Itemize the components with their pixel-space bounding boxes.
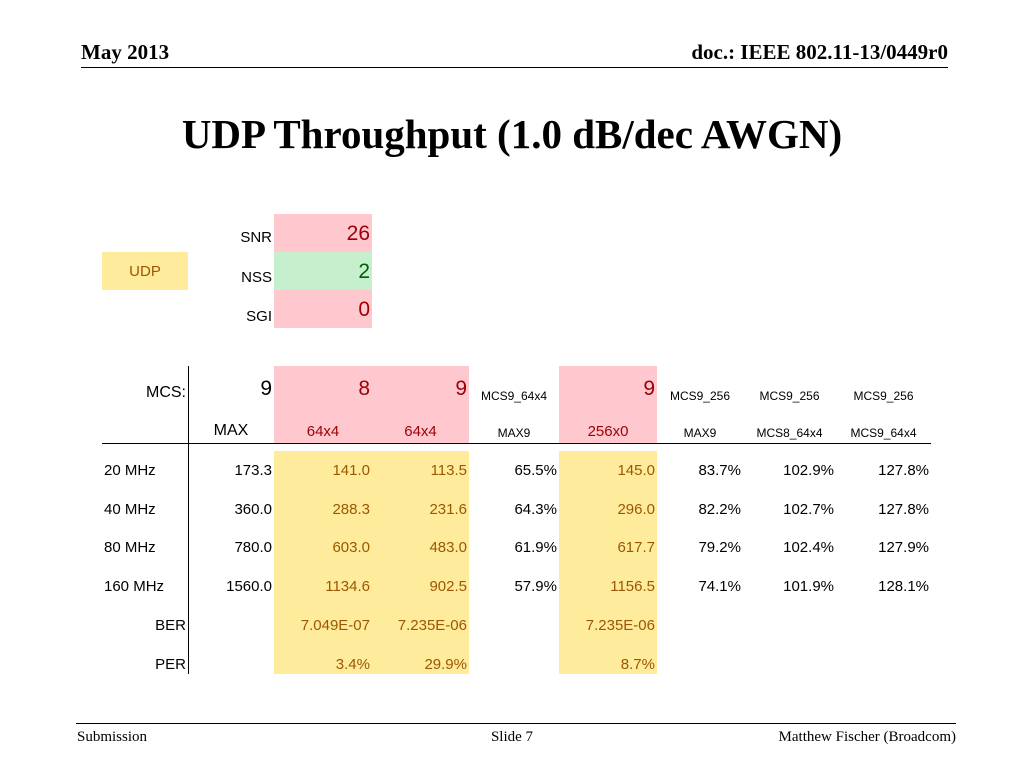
header-divider (81, 67, 948, 68)
table-cell: 102.4% (783, 539, 834, 557)
table-cell (469, 645, 559, 684)
footer-author: Matthew Fischer (Broadcom) (778, 729, 956, 745)
table-cell: 128.1% (878, 578, 929, 596)
table-cell (743, 645, 836, 684)
table-cell: 83.7% (698, 461, 741, 479)
table-cell: 173.3 (234, 461, 272, 479)
mcs-cell-256: 9 (643, 376, 655, 400)
footer-submission: Submission (77, 729, 148, 745)
mcs-cell-8: 8 (358, 376, 370, 400)
mcs-label: MCS: (146, 384, 186, 401)
udp-tag: UDP (102, 252, 188, 290)
pink-header-block-1 (274, 366, 469, 444)
table-cell: 296.0 (617, 500, 655, 518)
table-cell: 3.4% (335, 655, 370, 673)
table-cell: 141.0 (332, 461, 370, 479)
table-cell: 82.2% (698, 500, 741, 518)
snr-value: 26 (274, 214, 372, 252)
table-cell (657, 645, 743, 684)
table-cell: 7.049E-07 (300, 617, 370, 635)
row-label: 160 MHz (104, 578, 165, 596)
table-cell: 483.0 (429, 539, 467, 557)
row-label: 20 MHz (104, 461, 156, 479)
table-cell: 29.9% (424, 655, 467, 673)
mcs-cell-ratio-3: MCS9_256 (759, 389, 820, 403)
table-cell: 127.9% (878, 539, 929, 557)
table-cell: 79.2% (698, 539, 741, 557)
mcs-cell-ratio-4: MCS9_256 (853, 389, 914, 403)
nss-value: 2 (274, 252, 372, 290)
snr-label: SNR (240, 228, 272, 246)
table-cell: 7.235E-06 (397, 617, 467, 635)
table-left-border (188, 366, 189, 674)
footer-divider (76, 723, 956, 724)
table-cell: 74.1% (698, 578, 741, 596)
table-cell: 102.9% (783, 461, 834, 479)
table-cell: 7.235E-06 (585, 617, 655, 635)
mcs-cell-ratio-2: MCS9_256 (669, 389, 731, 403)
subhdr-mcs9-64x4: MCS9_64x4 (850, 426, 917, 440)
table-cell (469, 606, 559, 645)
table-cell: 145.0 (617, 461, 655, 479)
table-cell: 603.0 (332, 539, 370, 557)
row-label: 40 MHz (104, 500, 156, 518)
table-cell (188, 606, 274, 645)
row-label: PER (155, 655, 186, 673)
table-cell (657, 606, 743, 645)
table-cell: 231.6 (429, 500, 467, 518)
nss-label: NSS (241, 268, 272, 286)
table-cell: 617.7 (617, 539, 655, 557)
header-doc-id: doc.: IEEE 802.11-13/0449r0 (691, 40, 948, 64)
table-cell: 101.9% (783, 578, 834, 596)
table-cell: 902.5 (429, 578, 467, 596)
sgi-label: SGI (246, 307, 272, 325)
table-cell: 288.3 (332, 500, 370, 518)
table-header-rule (102, 443, 931, 444)
table-cell: 127.8% (878, 500, 929, 518)
table-cell: 102.7% (783, 500, 834, 518)
subhdr-max: MAX (213, 422, 249, 439)
table-cell (836, 606, 931, 645)
table-cell: 65.5% (514, 461, 557, 479)
subhdr-mcs8-64x4: MCS8_64x4 (756, 426, 823, 440)
mcs-cell-max: 9 (260, 376, 272, 400)
table-cell (743, 606, 836, 645)
table-cell: 360.0 (234, 500, 272, 518)
subhdr-64x4-b: 64x4 (404, 422, 437, 440)
subhdr-64x4-a: 64x4 (306, 422, 340, 440)
table-cell: 1134.6 (325, 578, 370, 596)
table-cell (836, 645, 931, 684)
subhdr-256x0: 256x0 (587, 422, 629, 440)
table-cell: 1560.0 (226, 578, 272, 596)
table-cell: 57.9% (514, 578, 557, 596)
slide-title: UDP Throughput (1.0 dB/dec AWGN) (181, 111, 843, 157)
table-cell: 1156.5 (610, 578, 655, 596)
table-cell: 8.7% (620, 655, 655, 673)
table-cell: 780.0 (234, 539, 272, 557)
table-cell (188, 645, 274, 684)
yellow-data-block-1 (274, 451, 469, 674)
footer-slide-number: Slide 7 (490, 729, 534, 745)
yellow-data-block-2 (559, 451, 657, 674)
subhdr-max9-b: MAX9 (683, 426, 717, 440)
pink-header-block-2 (559, 366, 657, 444)
row-label: 80 MHz (104, 539, 156, 557)
row-label: BER (155, 617, 186, 635)
mcs-cell-9: 9 (455, 376, 467, 400)
sgi-value: 0 (274, 290, 372, 328)
mcs-cell-ratio-1: MCS9_64x4 (480, 389, 548, 403)
table-cell: 61.9% (514, 539, 557, 557)
subhdr-max9-a: MAX9 (497, 426, 531, 440)
table-cell: 64.3% (514, 500, 557, 518)
table-cell: 127.8% (878, 461, 929, 479)
header-date: May 2013 (81, 40, 170, 64)
table-cell: 113.5 (430, 461, 467, 479)
